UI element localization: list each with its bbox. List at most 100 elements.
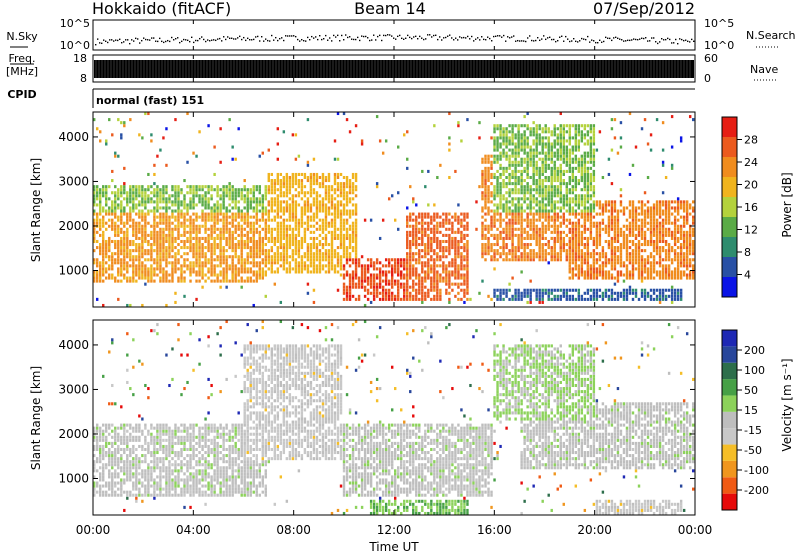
count-dot (243, 36, 245, 39)
heatmap-cell (213, 215, 216, 219)
heatmap-cell (571, 246, 574, 250)
heatmap-cell (550, 291, 553, 295)
heatmap-cell (117, 279, 120, 283)
heatmap-cell (270, 191, 273, 195)
heatmap-cell (412, 288, 415, 292)
heatmap-cell (589, 206, 593, 210)
heatmap-cell (403, 291, 406, 295)
heatmap-cell (336, 227, 340, 231)
heatmap-cell (433, 218, 436, 222)
heatmap-cell (547, 227, 550, 231)
heatmap-cell (303, 264, 307, 268)
heatmap-cell (562, 200, 565, 204)
heatmap-cell (496, 227, 499, 231)
heatmap-cell (222, 212, 225, 216)
count-dot (511, 36, 513, 38)
heatmap-cell (129, 191, 132, 195)
heatmap-cell (372, 279, 376, 283)
heatmap-cell (427, 294, 430, 298)
heatmap-cell (339, 224, 343, 228)
heatmap-cell (309, 172, 313, 176)
heatmap-cell (231, 246, 234, 250)
count-dot (97, 38, 99, 40)
heatmap-cell (595, 276, 599, 280)
heatmap-cell (321, 252, 325, 256)
heatmap-cell (294, 227, 298, 231)
count-dot (615, 36, 617, 38)
heatmap-cell (279, 188, 283, 192)
heatmap-cell (126, 264, 129, 268)
heatmap-cell (430, 227, 433, 231)
heatmap-cell (559, 179, 562, 183)
heatmap-cell (574, 182, 578, 186)
heatmap-cell (583, 224, 587, 228)
heatmap-cell (270, 267, 273, 271)
heatmap-cell (523, 200, 526, 204)
heatmap-cell (556, 133, 559, 137)
heatmap-cell (430, 255, 433, 259)
heatmap-cell (252, 279, 255, 283)
heatmap-cell (348, 233, 352, 237)
heatmap-cell (96, 194, 99, 198)
heatmap-cell (243, 279, 246, 283)
heatmap-cell (529, 194, 532, 198)
heatmap-cell (406, 258, 409, 262)
heatmap-cell (520, 227, 523, 231)
heatmap-cell (270, 239, 273, 244)
heatmap-cell (547, 127, 550, 131)
count-dot (285, 35, 287, 37)
count-dot (171, 36, 173, 39)
heatmap-cell (412, 243, 415, 247)
count-dot (443, 37, 445, 39)
heatmap-cell (306, 191, 310, 195)
heatmap-cell (312, 182, 316, 186)
heatmap-cell (93, 233, 96, 237)
heatmap-cell (568, 264, 571, 268)
heatmap-cell (237, 227, 240, 231)
heatmap-cell (138, 212, 141, 216)
heatmap-cell (487, 212, 490, 216)
heatmap-cell (327, 258, 331, 262)
heatmap-cell (421, 224, 424, 228)
heatmap-cell (279, 233, 283, 237)
heatmap-cell (553, 160, 556, 164)
heatmap-cell (390, 258, 394, 262)
heatmap-cell (276, 194, 280, 198)
heatmap-cell (592, 136, 596, 140)
heatmap-cell (297, 252, 301, 256)
count-dot (421, 37, 423, 39)
heatmap-cell (412, 200, 415, 204)
heatmap-cell (297, 203, 301, 207)
heatmap-cell (276, 157, 280, 161)
heatmap-cell (348, 243, 352, 247)
heatmap-cell (285, 206, 289, 210)
count-dot (607, 37, 609, 39)
count-dot (409, 36, 411, 39)
heatmap-cell (439, 163, 442, 167)
heatmap-cell (342, 239, 346, 244)
count-dot (105, 40, 107, 42)
heatmap-cell (276, 255, 280, 259)
heatmap-cell (201, 261, 204, 265)
heatmap-cell (177, 200, 180, 204)
heatmap-cell (219, 264, 222, 268)
heatmap-cell (451, 282, 454, 286)
heatmap-cell (586, 209, 590, 213)
heatmap-cell (192, 203, 195, 207)
heatmap-cell (273, 243, 277, 247)
heatmap-cell (213, 218, 216, 222)
heatmap-cell (562, 172, 565, 176)
heatmap-cell (532, 142, 535, 146)
heatmap-cell (150, 233, 153, 237)
heatmap-cell (237, 279, 240, 283)
heatmap-cell (354, 179, 358, 183)
heatmap-cell (219, 249, 222, 253)
count-dot (127, 39, 129, 41)
heatmap-cell (93, 236, 96, 240)
heatmap-cell (273, 227, 277, 231)
heatmap-cell (288, 236, 292, 240)
heatmap-cell (141, 255, 144, 259)
heatmap-cell (123, 239, 126, 244)
heatmap-cell (183, 212, 186, 216)
heatmap-cell (93, 227, 96, 231)
